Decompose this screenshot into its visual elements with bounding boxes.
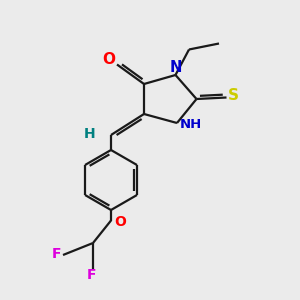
Text: H: H	[84, 127, 96, 140]
Text: NH: NH	[179, 118, 202, 131]
Text: O: O	[102, 52, 115, 68]
Text: O: O	[114, 215, 126, 229]
Text: F: F	[52, 247, 61, 260]
Text: N: N	[170, 60, 182, 75]
Text: S: S	[228, 88, 238, 104]
Text: F: F	[87, 268, 96, 282]
